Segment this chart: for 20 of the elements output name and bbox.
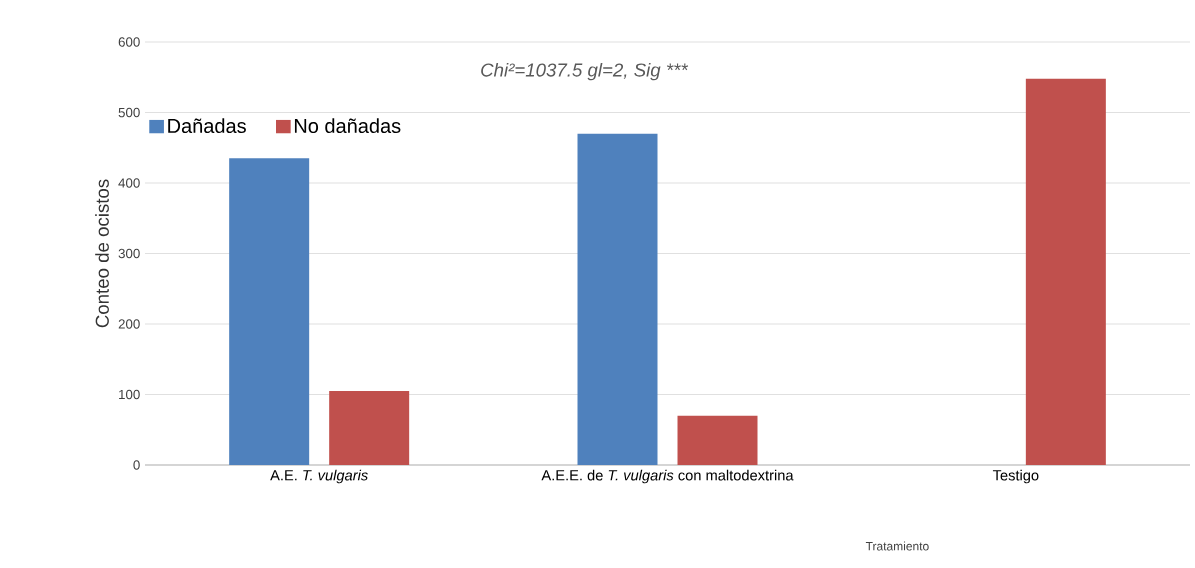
y-tick-label: 0 [133, 460, 140, 470]
x-tick-label: A.E.E. de T. vulgaris con maltodextrina [541, 469, 794, 484]
y-tick-label: 600 [118, 37, 140, 47]
x-axis-title: Tratamiento [865, 541, 929, 551]
annotation: Chi²=1037.5 gl=2, Sig *** [481, 62, 689, 81]
bar [229, 158, 310, 465]
y-tick-label: 400 [118, 178, 140, 188]
bar [1025, 78, 1106, 465]
y-tick-label: 100 [119, 389, 140, 400]
y-tick-label: 500 [118, 107, 140, 118]
legend-label: No dañadas [294, 118, 401, 134]
y-tick-label: 300 [118, 248, 140, 259]
y-tick-label: 200 [118, 319, 140, 329]
bar [577, 133, 658, 465]
bar [329, 390, 410, 465]
x-tick-label: A.E. T. vulgaris [270, 469, 368, 484]
bar [677, 415, 758, 465]
y-axis-title: Conteo de ocistos [95, 179, 109, 328]
x-tick-label: Testigo [992, 469, 1039, 484]
legend-label: Dañadas [168, 118, 246, 134]
